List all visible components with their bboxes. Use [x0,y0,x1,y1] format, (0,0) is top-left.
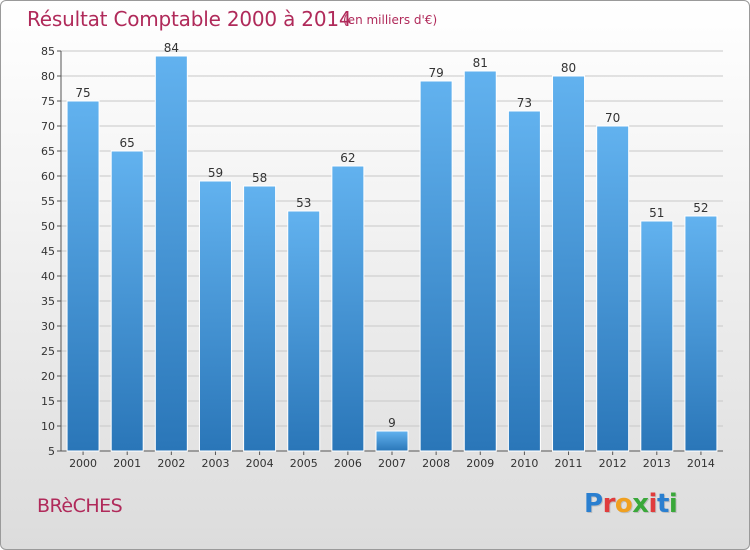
bar [154,55,188,452]
bar [684,215,718,452]
axes: 5 10 15 20 25 30 35 40 45 50 55 60 65 70 75 80 85 2000 200… [41,45,723,470]
y-tick-label: 45 [41,245,55,258]
logo-letter: t [656,489,669,519]
bar [331,165,365,452]
y-tick-label: 25 [41,345,55,358]
bar-value-label: 65 [120,136,135,150]
chart-title: Résultat Comptable 2000 à 2014 [27,7,352,31]
x-tick-label: 2004 [246,457,274,470]
bar [375,430,409,452]
bar-value-label: 59 [208,166,223,180]
x-tick-label: 2014 [687,457,715,470]
y-tick-label: 70 [41,120,55,133]
bar-value-label: 51 [649,206,664,220]
bar [66,100,100,452]
bar [110,150,144,452]
bar [552,75,586,452]
y-tick-label: 35 [41,295,55,308]
logo-letter: i [668,489,678,519]
logo-letter: P [584,489,603,519]
x-tick-label: 2010 [510,457,538,470]
x-tick-label: 2012 [599,457,627,470]
data-labels: 75 65 84 59 58 53 62 9 79 81 73 80 70 51 52 [75,41,708,430]
x-tick-label: 2005 [290,457,318,470]
bar-value-label: 84 [164,41,179,55]
bar [198,180,232,452]
y-tick-label: 5 [48,445,55,458]
logo-letter: i [648,489,658,519]
bar [419,80,453,452]
bar-value-label: 80 [561,61,576,75]
x-tick-label: 2009 [466,457,494,470]
chart-subtitle: (en milliers d'€) [343,13,438,27]
x-tick-label: 2000 [69,457,97,470]
bar-value-label: 70 [605,111,620,125]
x-tick-label: 2002 [157,457,185,470]
bar [507,110,541,452]
bar-value-label: 58 [252,171,267,185]
y-tick-label: 55 [41,195,55,208]
commune-name: BRèCHES [37,495,123,517]
x-tick-label: 2006 [334,457,362,470]
bar-value-label: 81 [473,56,488,70]
bar-value-label: 79 [428,66,443,80]
proxiti-logo[interactable]: Proxiti [584,489,678,519]
y-tick-label: 15 [41,395,55,408]
bar [596,125,630,452]
y-tick-label: 30 [41,320,55,333]
y-tick-label: 80 [41,70,55,83]
logo-letter: r [602,489,616,519]
logo-letter: o [614,489,633,519]
x-tick-label: 2008 [422,457,450,470]
y-tick-label: 75 [41,95,55,108]
x-tick-label: 2001 [113,457,141,470]
y-tick-label: 50 [41,220,55,233]
y-tick-label: 65 [41,145,55,158]
y-tick-label: 40 [41,270,55,283]
bar-value-label: 75 [75,86,90,100]
bar [640,220,674,452]
bar [463,70,497,452]
bar-value-label: 52 [693,201,708,215]
x-tick-label: 2003 [201,457,229,470]
x-tick-label: 2007 [378,457,406,470]
x-tick-label: 2013 [643,457,671,470]
y-tick-label: 20 [41,370,55,383]
bar-value-label: 62 [340,151,355,165]
bar [287,210,321,452]
bar-value-label: 53 [296,196,311,210]
bars [66,55,718,452]
x-tick-label: 2011 [555,457,583,470]
bar [243,185,277,452]
bar-value-label: 73 [517,96,532,110]
y-tick-label: 85 [41,45,55,58]
logo-letter: x [632,489,649,519]
bar-value-label: 9 [388,416,396,430]
y-tick-label: 10 [41,420,55,433]
y-tick-label: 60 [41,170,55,183]
